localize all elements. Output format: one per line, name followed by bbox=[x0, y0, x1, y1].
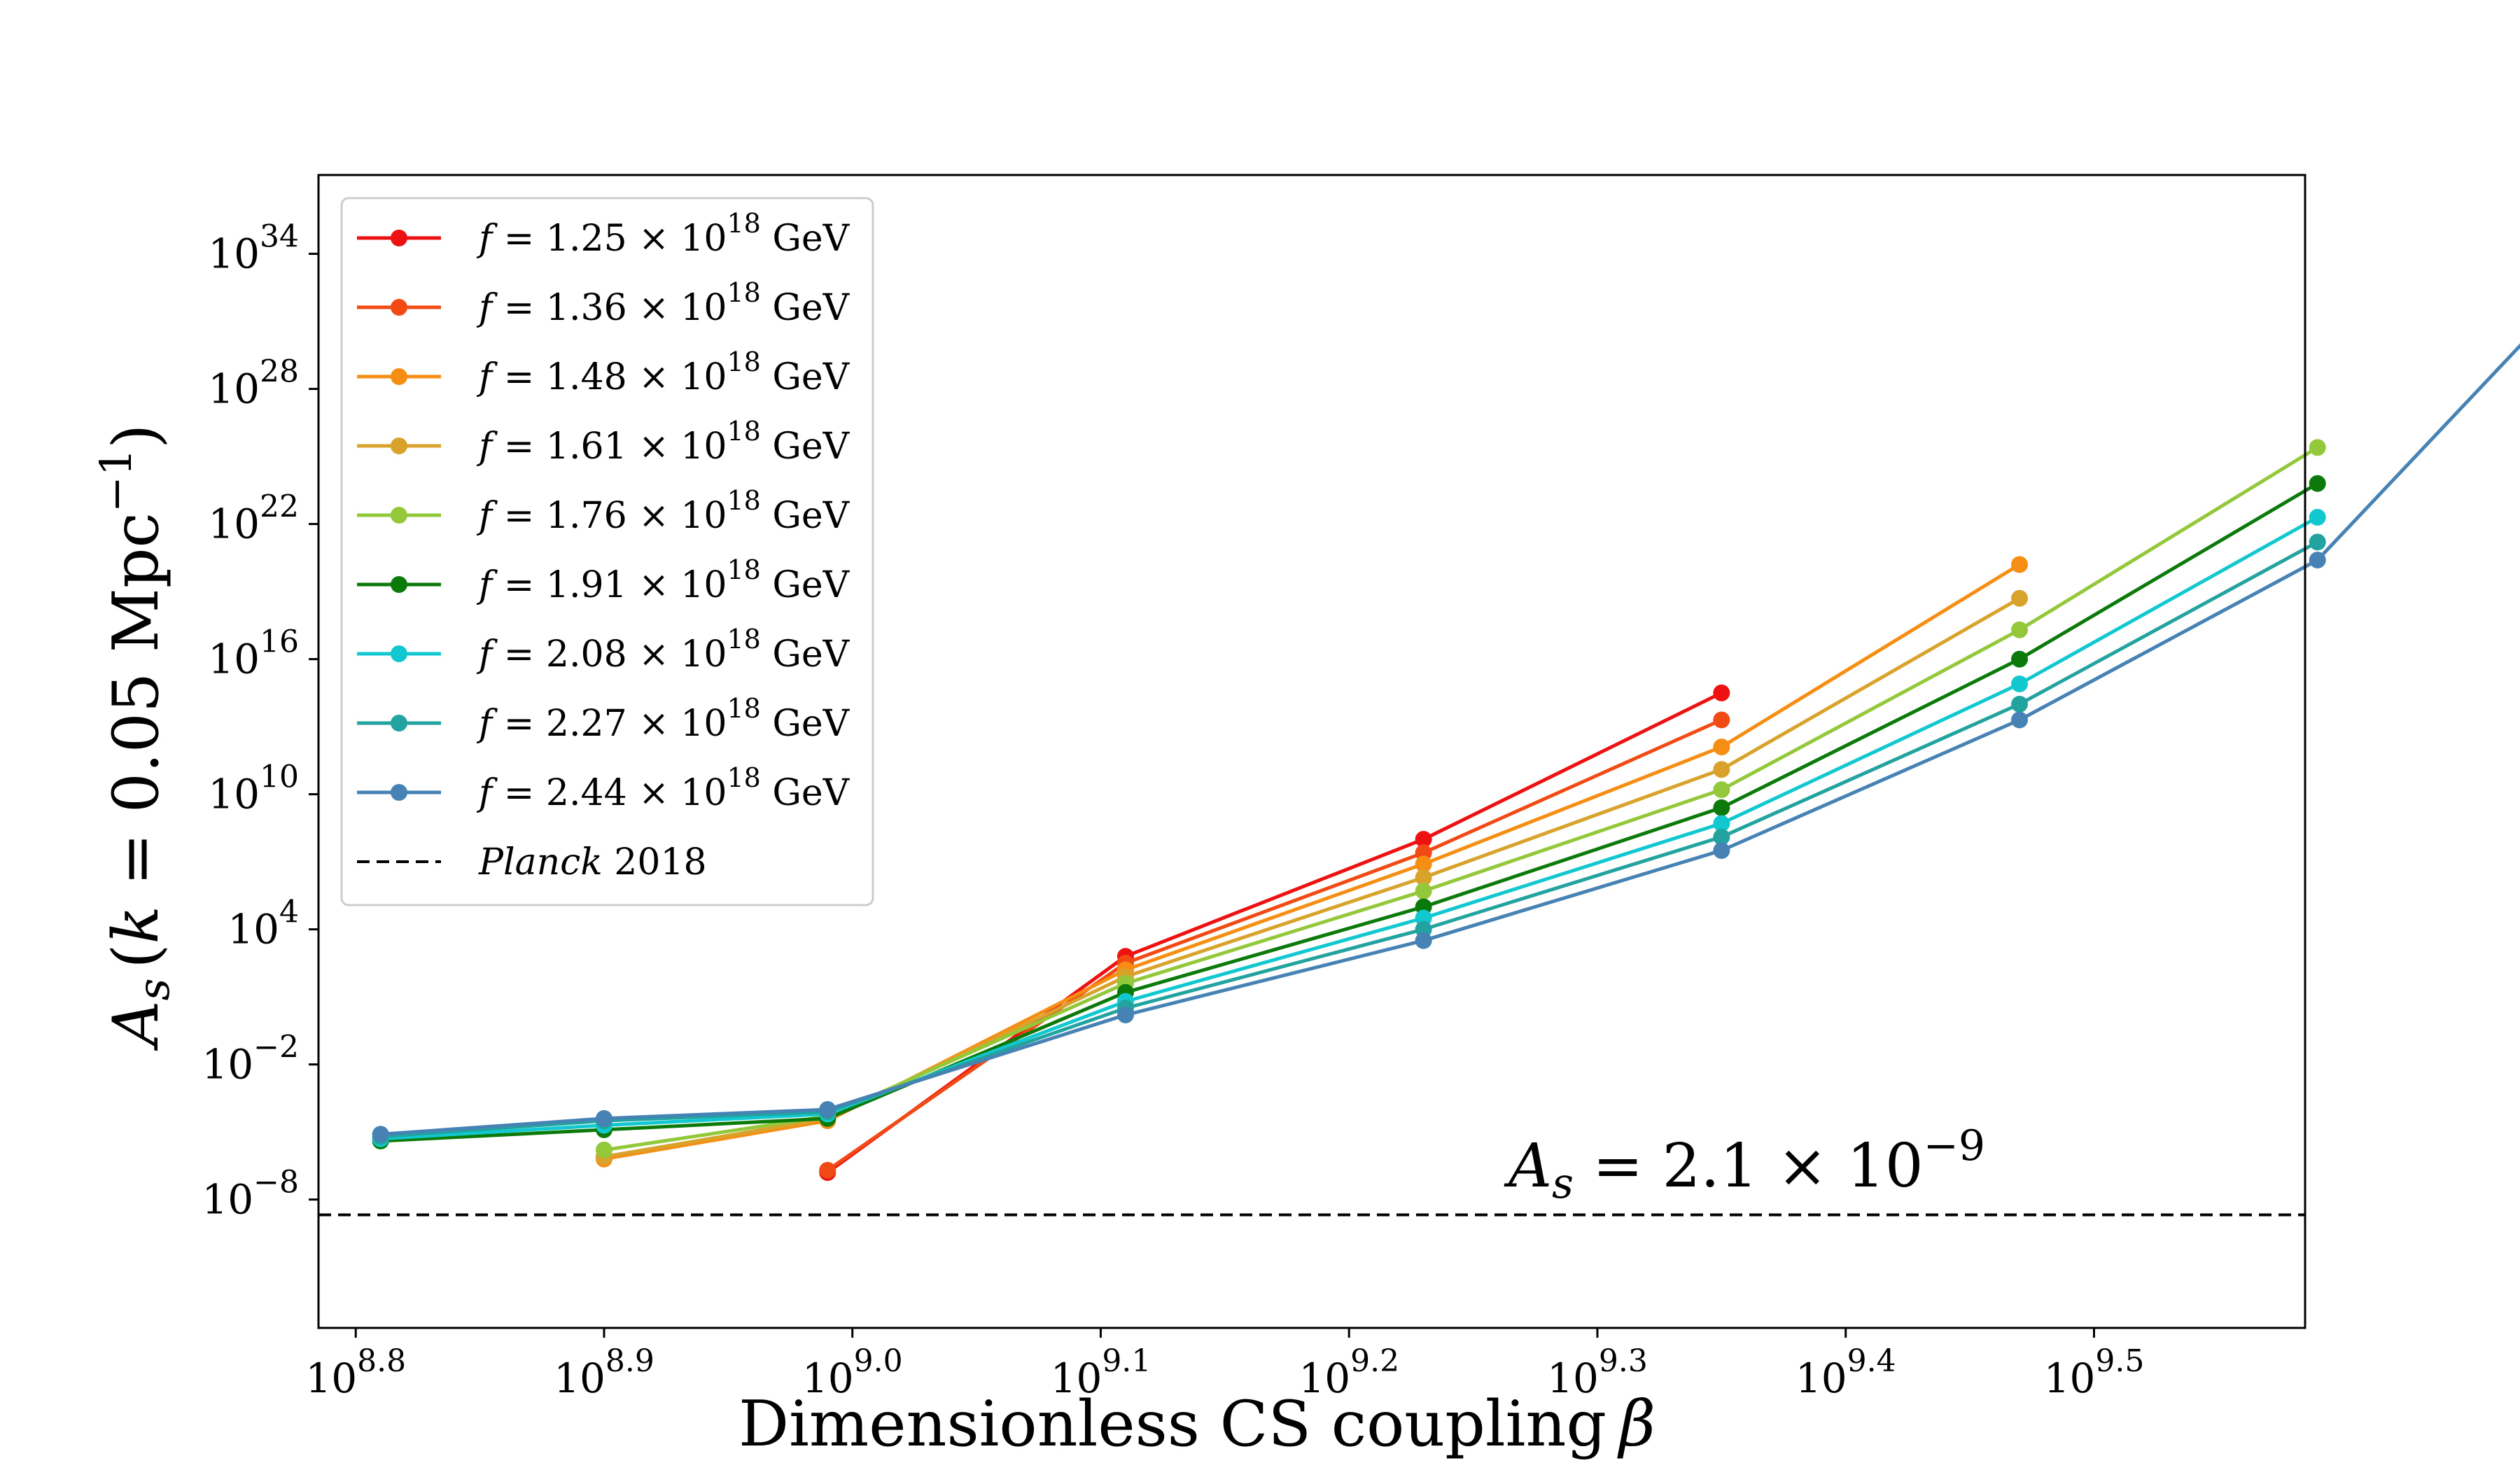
data-point bbox=[1116, 1006, 1134, 1023]
legend-label: Planck 2018 bbox=[478, 841, 707, 883]
legend-marker bbox=[391, 230, 407, 246]
data-point bbox=[372, 1126, 389, 1143]
legend-label: f = 2.27 × 1018 GeV bbox=[476, 693, 850, 745]
y-tick-label: 1022 bbox=[208, 489, 299, 548]
legend-entry: f = 1.91 × 1018 GeV bbox=[357, 554, 850, 606]
series-line bbox=[603, 563, 2021, 1161]
x-tick-label: 109.0 bbox=[802, 1343, 903, 1402]
x-tick-label: 109.3 bbox=[1547, 1343, 1648, 1402]
data-point bbox=[2011, 589, 2029, 607]
legend-label: f = 1.36 × 1018 GeV bbox=[476, 277, 850, 329]
series-line bbox=[380, 515, 2318, 1141]
y-axis: 10−8 10−2 104 1010 1016 1022 1028 1034 bbox=[202, 219, 318, 1224]
y-axis-label: As(k = 0.05 Mpc−1) bbox=[90, 424, 179, 1051]
data-point bbox=[2011, 650, 2029, 668]
x-tick-label: 109.1 bbox=[1051, 1343, 1152, 1402]
data-point bbox=[1415, 932, 1432, 949]
legend-marker bbox=[391, 299, 407, 316]
y-tick-label: 1034 bbox=[208, 219, 299, 278]
data-point bbox=[1713, 738, 1730, 756]
legend-label: f = 1.76 × 1018 GeV bbox=[476, 485, 850, 537]
data-point bbox=[1713, 684, 1730, 701]
y-tick-label: 104 bbox=[227, 895, 299, 953]
legend-entry: f = 1.48 × 1018 GeV bbox=[357, 346, 850, 398]
legend-label: f = 1.48 × 1018 GeV bbox=[476, 346, 850, 398]
legend-box bbox=[340, 197, 874, 906]
data-point bbox=[1713, 842, 1730, 860]
y-tick-label: 1016 bbox=[208, 624, 299, 683]
data-point bbox=[1713, 761, 1730, 778]
legend-label: f = 2.44 × 1018 GeV bbox=[476, 762, 850, 814]
data-point bbox=[2011, 675, 2029, 692]
data-point bbox=[595, 1110, 612, 1127]
data-point bbox=[1713, 799, 1730, 816]
data-point bbox=[595, 1141, 612, 1158]
legend-entry: f = 2.27 × 1018 GeV bbox=[357, 693, 850, 745]
legend-marker bbox=[391, 438, 407, 454]
data-point bbox=[2309, 475, 2326, 492]
y-tick-label: 1010 bbox=[208, 760, 299, 818]
series-1.25 bbox=[819, 684, 1730, 1182]
y-tick-label: 1028 bbox=[208, 354, 299, 413]
data-point bbox=[2309, 552, 2326, 569]
data-point bbox=[2309, 508, 2326, 526]
x-tick-label: 109.5 bbox=[2044, 1343, 2145, 1402]
legend-marker bbox=[391, 645, 407, 662]
legend: f = 1.25 × 1018 GeV f = 1.36 × 1018 GeV f … bbox=[340, 197, 874, 906]
x-tick-label: 108.9 bbox=[554, 1343, 654, 1402]
hline-annotation: As = 2.1 × 10−9 bbox=[1504, 1121, 1985, 1208]
data-point bbox=[1713, 828, 1730, 846]
series-line bbox=[826, 718, 1723, 1172]
series-line bbox=[380, 540, 2318, 1139]
legend-marker bbox=[391, 784, 407, 801]
data-point bbox=[2011, 621, 2029, 638]
data-point bbox=[2309, 439, 2326, 456]
legend-entry: f = 1.25 × 1018 GeV bbox=[357, 208, 850, 260]
legend-marker bbox=[391, 715, 407, 732]
data-point bbox=[1415, 882, 1432, 899]
data-point bbox=[2309, 533, 2326, 551]
x-axis-label: Dimensionless CS coupling β bbox=[738, 1387, 1656, 1461]
data-point bbox=[1713, 815, 1730, 832]
legend-marker bbox=[391, 368, 407, 385]
series-line bbox=[826, 691, 1723, 1175]
legend-entry: f = 1.61 × 1018 GeV bbox=[357, 416, 850, 468]
data-point bbox=[819, 1161, 836, 1179]
series-1.36 bbox=[819, 711, 1730, 1179]
legend-entry-planck: Planck 2018 bbox=[357, 841, 707, 883]
data-point bbox=[1713, 711, 1730, 729]
data-point bbox=[2011, 711, 2029, 729]
data-point bbox=[2011, 556, 2029, 573]
legend-entry: f = 1.76 × 1018 GeV bbox=[357, 485, 850, 537]
data-point bbox=[1415, 855, 1432, 873]
data-point bbox=[1713, 781, 1730, 799]
data-point bbox=[1415, 830, 1432, 848]
y-tick-label: 10−2 bbox=[202, 1030, 299, 1088]
x-tick-label: 109.2 bbox=[1298, 1343, 1399, 1402]
series-2.44 bbox=[372, 343, 2520, 1143]
series-1.91 bbox=[372, 475, 2326, 1150]
legend-entry: f = 2.44 × 1018 GeV bbox=[357, 762, 850, 814]
legend-label: f = 1.61 × 1018 GeV bbox=[476, 416, 850, 468]
legend-entry: f = 2.08 × 1018 GeV bbox=[357, 624, 850, 676]
data-point bbox=[819, 1100, 836, 1118]
series-line bbox=[380, 482, 2318, 1143]
legend-marker bbox=[391, 507, 407, 524]
x-tick-label: 109.4 bbox=[1795, 1343, 1896, 1402]
legend-label: f = 1.91 × 1018 GeV bbox=[476, 554, 850, 606]
legend-marker bbox=[391, 576, 407, 593]
series-line bbox=[603, 596, 2021, 1158]
y-tick-label: 10−8 bbox=[202, 1165, 299, 1224]
legend-label: f = 1.25 × 1018 GeV bbox=[476, 208, 850, 260]
axes-frame bbox=[317, 174, 2306, 1329]
x-axis: 108.8 108.9 109.0 109.1 109.2 109.3 109.4 109.5 bbox=[305, 1328, 2144, 1402]
plot-area bbox=[318, 343, 2520, 1217]
x-tick-label: 108.8 bbox=[305, 1343, 406, 1402]
legend-label: f = 2.08 × 1018 GeV bbox=[476, 624, 850, 676]
data-point bbox=[2011, 695, 2029, 713]
data-point bbox=[1415, 869, 1432, 886]
legend-entry: f = 1.36 × 1018 GeV bbox=[357, 277, 850, 329]
